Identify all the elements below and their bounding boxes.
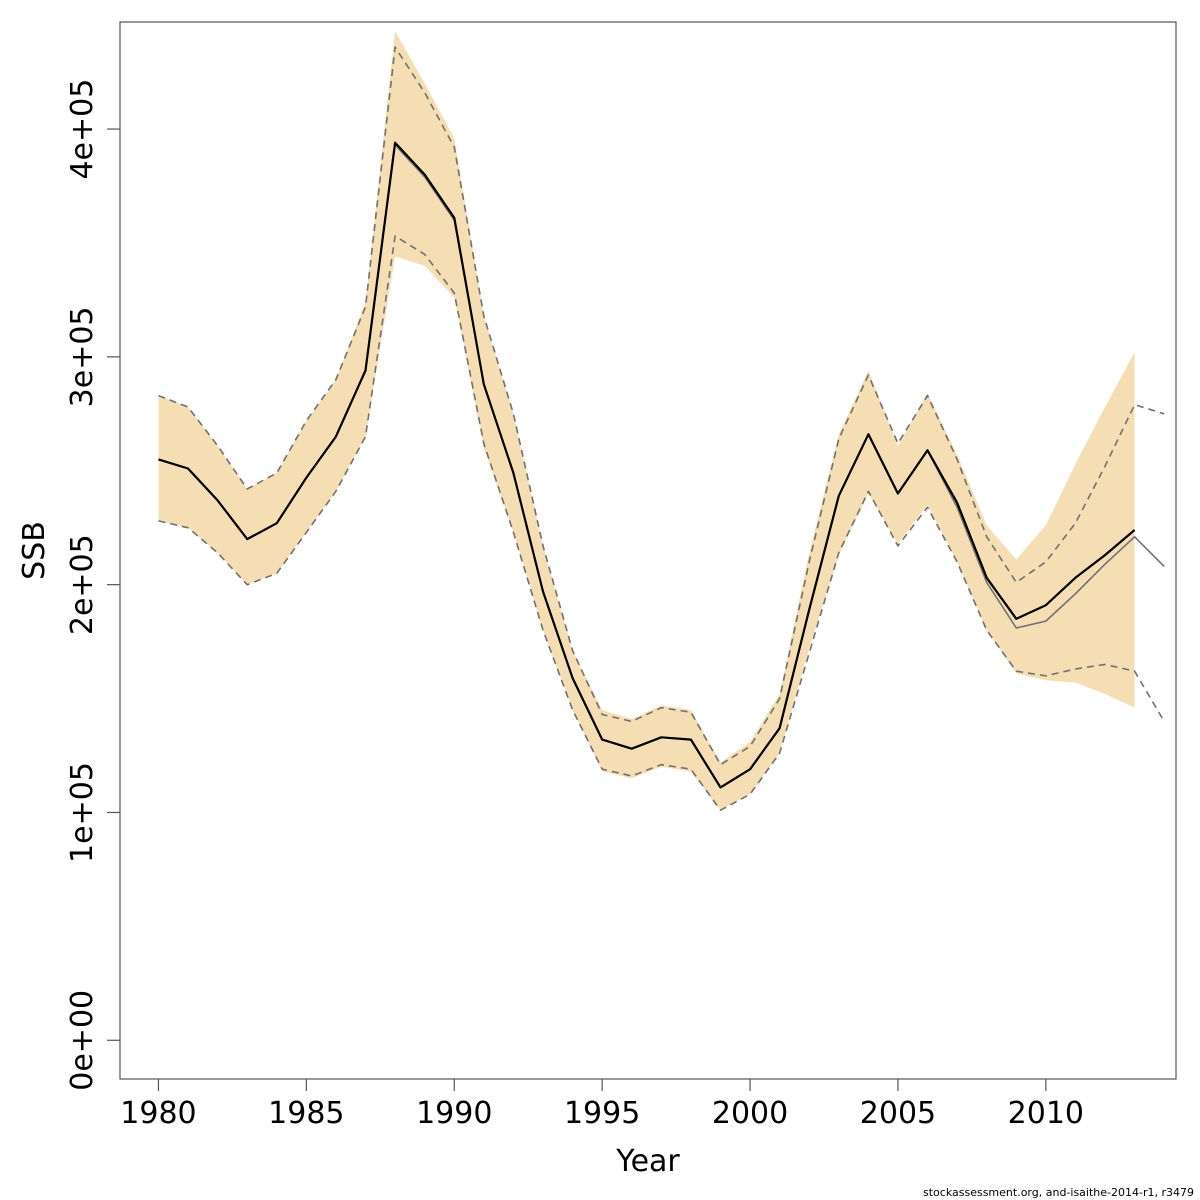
x-tick-label: 1985 (268, 1096, 344, 1131)
y-tick-label: 1e+05 (65, 762, 100, 863)
series-line-solid-black (158, 141, 1136, 789)
y-axis-title: SSB (17, 521, 52, 580)
x-tick-label: 1990 (416, 1096, 492, 1131)
series-lines-layer (158, 46, 1165, 812)
plot-frame (119, 21, 1177, 1080)
y-tick-label: 0e+00 (65, 990, 100, 1091)
confidence-band (158, 31, 1135, 811)
x-axis: 1980 1985 1990 1995 2000 2005 2010 (120, 1079, 1084, 1131)
series-line-dashed-upper (158, 46, 1165, 766)
y-tick-label: 4e+05 (65, 79, 100, 180)
y-axis: 0e+00 1e+05 2e+05 3e+05 4e+05 (65, 79, 120, 1091)
x-tick-label: 1980 (120, 1096, 196, 1131)
source-note: stockassessment.org, and-isaithe-2014-r1… (923, 1186, 1194, 1199)
series-line-dashed-lower (158, 235, 1165, 812)
x-tick-label: 2000 (712, 1096, 788, 1131)
x-tick-label: 2005 (860, 1096, 936, 1131)
x-tick-label: 1995 (564, 1096, 640, 1131)
x-axis-title: Year (615, 1144, 680, 1179)
y-tick-label: 3e+05 (65, 306, 100, 407)
y-tick-label: 2e+05 (65, 534, 100, 635)
x-tick-label: 2010 (1008, 1096, 1084, 1131)
confidence-band-layer (158, 31, 1135, 811)
